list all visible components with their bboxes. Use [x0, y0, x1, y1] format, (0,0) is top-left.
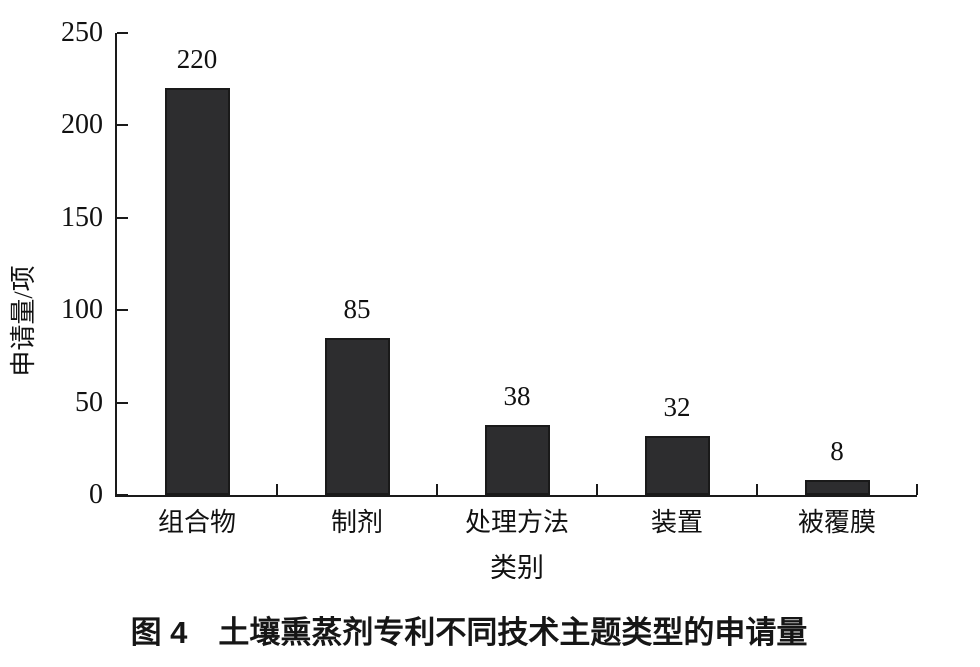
x-axis-title: 类别 — [490, 553, 544, 583]
bar-value-label: 85 — [343, 294, 371, 324]
bar — [485, 425, 550, 495]
y-tick-label: 50 — [75, 387, 103, 418]
y-tick-mark — [117, 124, 128, 126]
x-tick-mark — [596, 484, 598, 495]
category-label: 被覆膜 — [797, 508, 876, 537]
x-tick-mark — [436, 484, 438, 495]
y-axis-line — [115, 33, 117, 497]
y-tick-mark — [117, 217, 128, 219]
x-tick-mark — [756, 484, 758, 495]
bar-value-label: 38 — [503, 381, 531, 411]
category-label: 处理方法 — [464, 508, 569, 537]
bar-value-label: 220 — [176, 44, 218, 74]
y-tick-label: 0 — [89, 479, 103, 510]
y-tick-label: 200 — [61, 109, 103, 140]
bar — [805, 480, 870, 495]
bar-value-label: 8 — [830, 436, 844, 466]
category-label: 组合物 — [157, 508, 236, 537]
bar — [165, 88, 230, 495]
figure-caption: 图 4 土壤熏蒸剂专利不同技术主题类型的申请量 — [130, 615, 808, 650]
y-tick-label: 100 — [61, 294, 103, 325]
x-tick-mark — [916, 484, 918, 495]
bar — [325, 338, 390, 495]
x-axis-line — [115, 495, 917, 497]
y-tick-label: 250 — [61, 17, 103, 48]
y-tick-label: 150 — [61, 202, 103, 233]
bar — [645, 436, 710, 495]
y-tick-mark — [117, 494, 128, 496]
category-label: 制剂 — [330, 508, 383, 537]
bar-value-label: 32 — [663, 392, 691, 422]
y-tick-mark — [117, 32, 128, 34]
plot-area: 220 85 38 32 8 — [117, 32, 918, 496]
y-tick-mark — [117, 309, 128, 311]
category-label: 装置 — [650, 508, 703, 537]
y-tick-mark — [117, 402, 128, 404]
x-tick-mark — [276, 484, 278, 495]
